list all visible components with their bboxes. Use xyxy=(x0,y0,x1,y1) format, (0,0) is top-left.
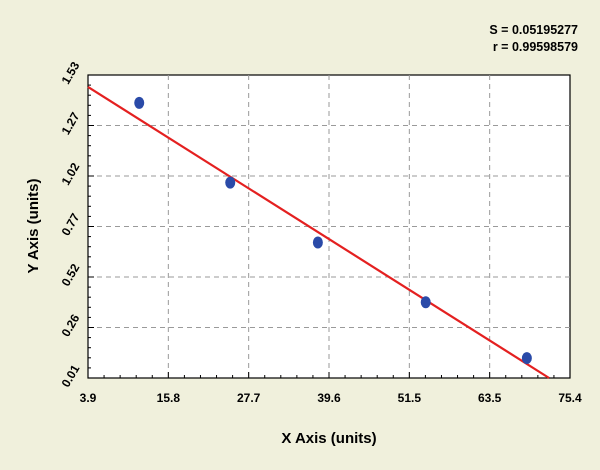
data-point xyxy=(420,296,431,309)
x-tick-label: 75.4 xyxy=(558,391,582,405)
data-point xyxy=(312,236,323,249)
data-point xyxy=(521,352,532,365)
data-point xyxy=(134,96,145,109)
y-tick-label: 0.77 xyxy=(59,211,83,239)
x-tick-label: 39.6 xyxy=(317,391,341,405)
y-tick-labels: 0.01 0.26 0.52 0.77 1.02 1.27 1.53 xyxy=(59,59,83,390)
x-tick-label: 3.9 xyxy=(80,391,97,405)
s-value: S = 0.05195277 xyxy=(489,23,578,37)
x-tick-label: 27.7 xyxy=(237,391,261,405)
y-tick-label: 0.26 xyxy=(59,312,83,340)
r-value: r = 0.99598579 xyxy=(492,40,578,54)
y-axis-label: Y Axis (units) xyxy=(25,178,42,273)
regression-line xyxy=(87,86,550,379)
y-tick-label: 1.27 xyxy=(59,110,83,138)
x-tick-label: 63.5 xyxy=(478,391,502,405)
y-tick-label: 0.52 xyxy=(59,261,83,289)
y-tick-label: 1.53 xyxy=(59,59,83,87)
x-axis-label: X Axis (units) xyxy=(281,430,376,447)
fit-statistics: S = 0.05195277 r = 0.99598579 xyxy=(489,22,578,56)
axis-ticks xyxy=(87,74,571,379)
grid-lines xyxy=(88,75,570,378)
x-tick-label: 51.5 xyxy=(398,391,422,405)
y-tick-label: 1.02 xyxy=(59,160,83,188)
y-tick-label: 0.01 xyxy=(59,362,83,390)
x-tick-labels: 3.9 15.8 27.7 39.6 51.5 63.5 75.4 xyxy=(80,391,582,405)
fit-line-group xyxy=(87,86,550,379)
x-tick-label: 15.8 xyxy=(157,391,181,405)
data-points xyxy=(134,96,532,365)
data-point xyxy=(225,176,236,189)
